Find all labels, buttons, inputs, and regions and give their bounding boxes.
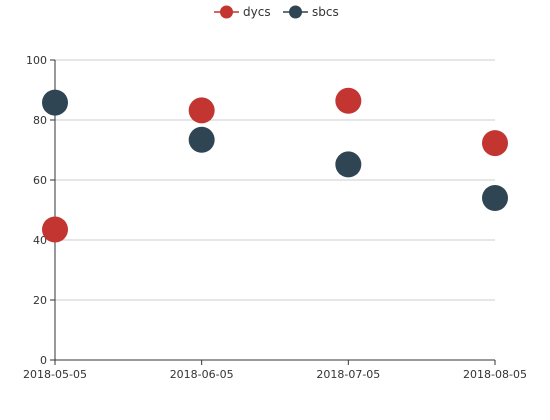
x-tick-label: 2018-07-05 — [316, 368, 380, 381]
y-tick-label: 0 — [40, 354, 47, 367]
legend-label: dycs — [243, 5, 271, 19]
legend-item-dycs[interactable]: dycs — [214, 5, 271, 19]
x-tick-label: 2018-06-05 — [170, 368, 234, 381]
data-point-dycs-0[interactable] — [42, 216, 68, 243]
data-point-sbcs-1[interactable] — [188, 126, 215, 153]
y-tick-label: 80 — [33, 114, 47, 127]
y-tick-label: 60 — [33, 174, 47, 187]
grid — [55, 59, 495, 301]
data-point-dycs-1[interactable] — [188, 97, 215, 124]
y-tick-label: 100 — [26, 54, 47, 67]
axes: 0 20 40 60 80 100 2018-05-05 2018-06-05 2018-07-… — [23, 54, 527, 381]
data-point-sbcs-2[interactable] — [335, 151, 362, 178]
legend-item-sbcs[interactable]: sbcs — [283, 5, 339, 19]
data-point-sbcs-3[interactable] — [482, 185, 508, 211]
legend-label: sbcs — [312, 5, 339, 19]
legend[interactable]: dycs sbcs — [214, 5, 339, 19]
legend-marker-icon — [220, 5, 233, 19]
data-point-dycs-2[interactable] — [335, 87, 362, 114]
data-point-sbcs-0[interactable] — [42, 89, 68, 116]
x-tick-label: 2018-05-05 — [23, 368, 87, 381]
data-point-dycs-3[interactable] — [482, 130, 508, 157]
legend-marker-icon — [289, 5, 302, 19]
y-tick-label: 20 — [33, 294, 47, 307]
y-tick-label: 40 — [33, 234, 47, 247]
data-points — [42, 87, 508, 243]
x-tick-label: 2018-08-05 — [463, 368, 527, 381]
